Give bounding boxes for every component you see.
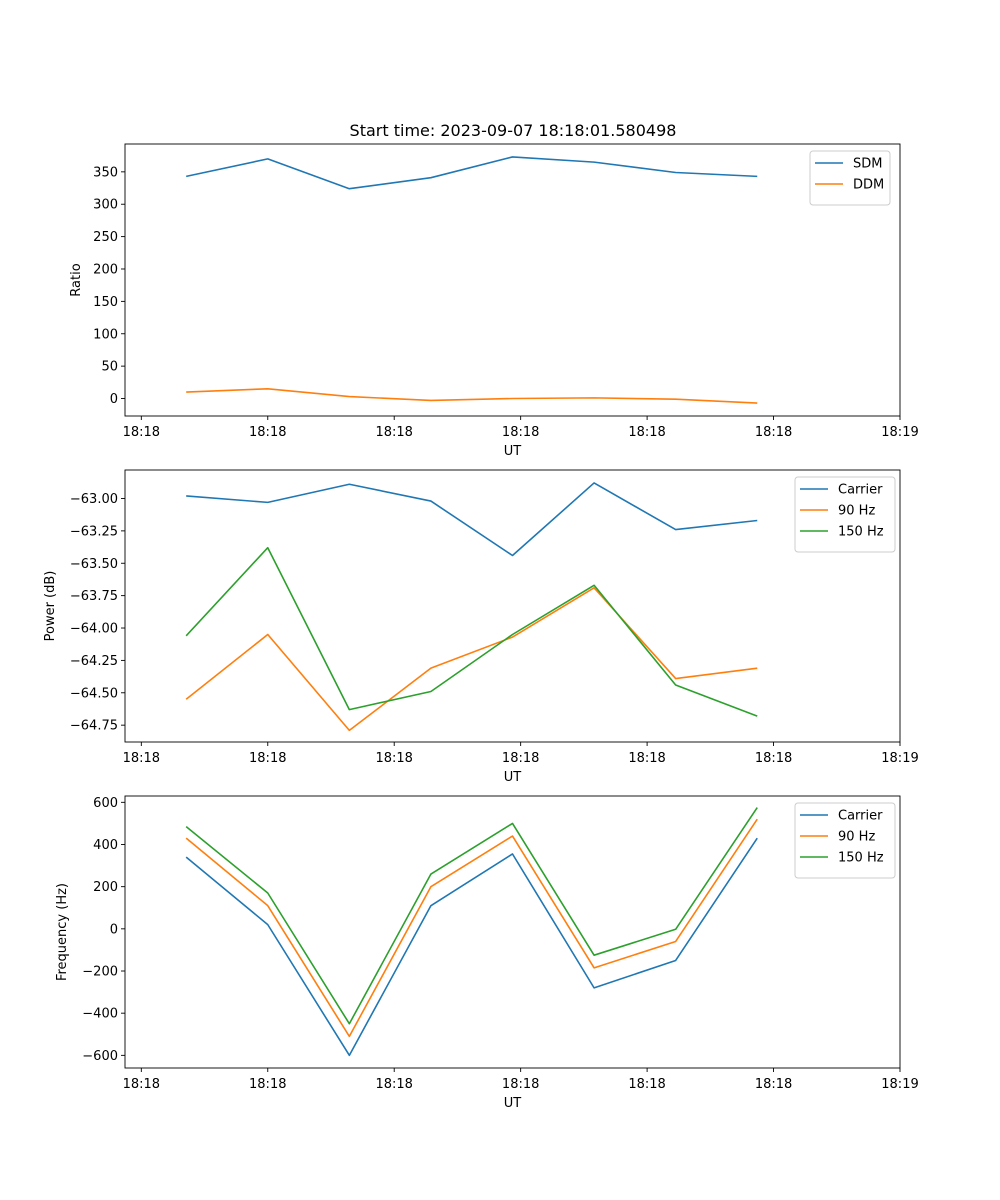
x-tick-label: 18:18 — [249, 1077, 286, 1092]
legend-entry: 90 Hz — [838, 504, 875, 519]
x-tick-label: 18:19 — [881, 751, 918, 766]
axes-frame — [124, 795, 901, 1069]
y-tick-label: 200 — [93, 880, 118, 895]
y-tick-label: 100 — [93, 327, 118, 342]
x-tick-label: 18:18 — [123, 751, 160, 766]
x-tick-label: 18:18 — [628, 751, 665, 766]
frequency-panel: 18:18 18:18 18:18 18:18 18:18 18:18 18:19 600 40… — [55, 795, 919, 1111]
legend: Carrier 90 Hz 150 Hz — [794, 802, 896, 879]
y-axis-label: Ratio — [69, 263, 84, 296]
series-line — [185, 807, 758, 1025]
y-tick-label: 150 — [93, 295, 118, 310]
y-tick-label: 600 — [93, 796, 118, 811]
y-tick-label: −600 — [82, 1049, 118, 1064]
y-tick-label: −63.50 — [70, 557, 118, 572]
legend-entry: DDM — [853, 178, 884, 193]
x-tick-label: 18:18 — [375, 1077, 412, 1092]
y-tick-label: 300 — [93, 198, 118, 213]
y-tick-label: 0 — [110, 392, 118, 407]
x-tick-label: 18:19 — [881, 1077, 918, 1092]
x-tick-label: 18:18 — [375, 751, 412, 766]
y-tick-label: −64.50 — [70, 686, 118, 701]
panels: 18:18 18:18 18:18 18:18 18:18 18:18 18:19 0 50 10… — [43, 143, 919, 1111]
axes-frame — [124, 469, 901, 743]
x-tick-label: 18:18 — [628, 425, 665, 440]
x-tick-label: 18:18 — [755, 1077, 792, 1092]
y-tick-label: −200 — [82, 965, 118, 980]
legend-box — [794, 802, 896, 879]
y-tick-label: 400 — [93, 838, 118, 853]
legend-box — [809, 150, 891, 206]
y-tick-label: −64.25 — [70, 654, 118, 669]
y-tick-label: −64.00 — [70, 622, 118, 637]
y-tick-label: 250 — [93, 230, 118, 245]
series-line — [185, 587, 758, 732]
legend: SDM DDM — [809, 150, 891, 206]
y-tick-label: −63.00 — [70, 492, 118, 507]
y-tick-label: 200 — [93, 262, 118, 277]
legend: Carrier 90 Hz 150 Hz — [794, 476, 896, 553]
x-tick-label: 18:18 — [123, 425, 160, 440]
x-tick-label: 18:18 — [755, 425, 792, 440]
legend-box — [794, 476, 896, 553]
x-tick-label: 18:19 — [881, 425, 918, 440]
series-line — [186, 387, 758, 404]
x-tick-label: 18:18 — [502, 751, 539, 766]
axes-frame — [124, 143, 901, 417]
x-tick-label: 18:18 — [375, 425, 412, 440]
x-tick-label: 18:18 — [628, 1077, 665, 1092]
series-line — [185, 818, 758, 1038]
y-tick-label: −63.25 — [70, 524, 118, 539]
ratio-panel: 18:18 18:18 18:18 18:18 18:18 18:18 18:19 0 50 10… — [69, 143, 919, 459]
series-line — [185, 837, 758, 1057]
y-tick-label: −64.75 — [70, 719, 118, 734]
x-tick-label: 18:18 — [249, 751, 286, 766]
y-axis-label: Frequency (Hz) — [55, 883, 70, 981]
series-line — [186, 482, 758, 557]
legend-entry: Carrier — [838, 483, 883, 498]
y-tick-label: −400 — [82, 1007, 118, 1022]
power-panel: 18:18 18:18 18:18 18:18 18:18 18:18 18:19 −63.0… — [43, 469, 919, 785]
y-tick-label: −63.75 — [70, 589, 118, 604]
figure-title: Start time: 2023-09-07 18:18:01.580498 — [350, 121, 677, 140]
legend-entry: 90 Hz — [838, 830, 875, 845]
x-tick-label: 18:18 — [249, 425, 286, 440]
x-tick-label: 18:18 — [123, 1077, 160, 1092]
y-tick-label: 350 — [93, 165, 118, 180]
legend-entry: Carrier — [838, 809, 883, 824]
legend-entry: 150 Hz — [838, 525, 884, 540]
legend-entry: SDM — [853, 157, 882, 172]
series-line — [185, 546, 758, 717]
x-axis-label: UT — [504, 444, 522, 459]
x-tick-label: 18:18 — [502, 425, 539, 440]
y-tick-label: 50 — [101, 360, 118, 375]
series-line — [186, 156, 758, 190]
x-axis-label: UT — [504, 1096, 522, 1111]
y-tick-label: 0 — [110, 922, 118, 937]
x-axis-label: UT — [504, 770, 522, 785]
y-axis-label: Power (dB) — [43, 571, 58, 642]
x-tick-label: 18:18 — [502, 1077, 539, 1092]
legend-entry: 150 Hz — [838, 851, 884, 866]
x-tick-label: 18:18 — [755, 751, 792, 766]
